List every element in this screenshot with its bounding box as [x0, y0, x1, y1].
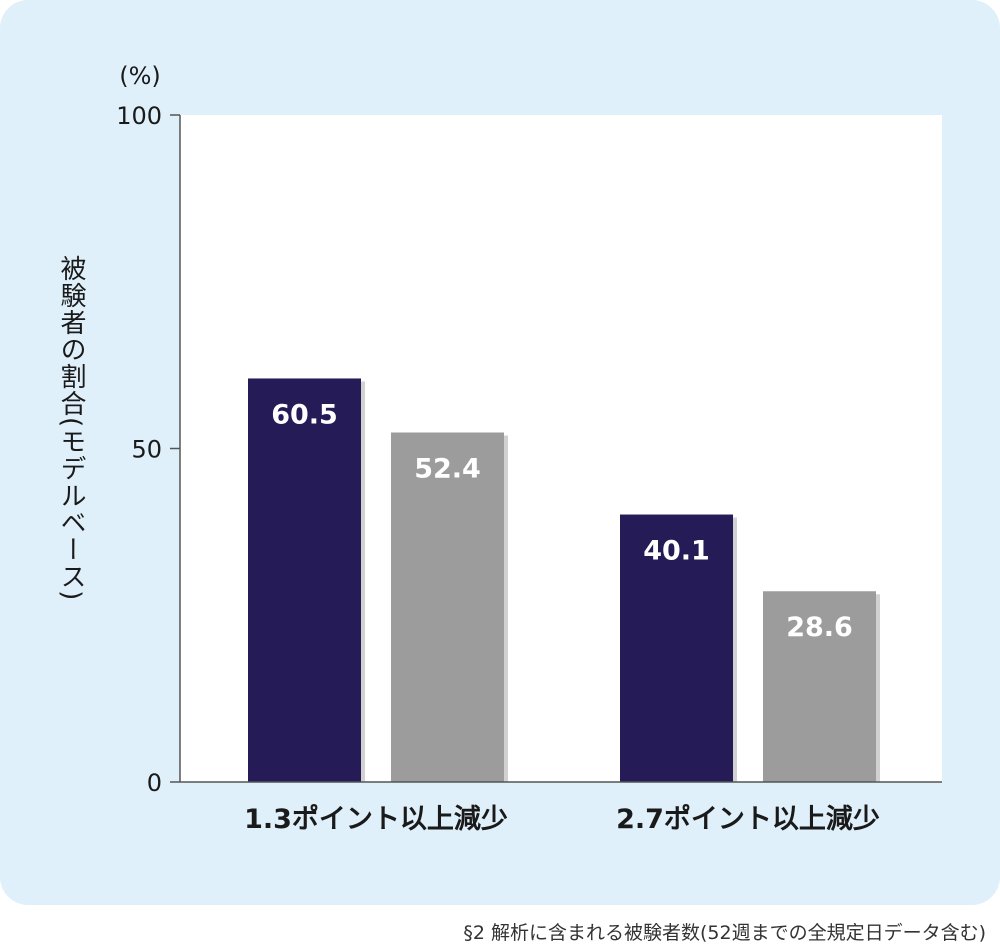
- y-axis-unit-label: (%): [119, 62, 161, 90]
- bar-value-label: 52.4: [414, 453, 481, 484]
- y-tick-label: 0: [147, 769, 162, 797]
- y-tick-label: 50: [131, 436, 162, 464]
- footnote: §2 解析に含まれる被験者数(52週までの全規定日データ含む): [463, 922, 986, 944]
- x-category-label: 1.3ポイント以上減少: [244, 804, 508, 835]
- bar-value-label: 28.6: [786, 612, 853, 643]
- bar-chart: 0 50 100 (%) 1.3ポイント以上減少 60.5 52.4 2.7ポイント以上減…: [116, 62, 942, 835]
- bar: [391, 432, 504, 782]
- bar: [620, 514, 733, 782]
- bar-value-label: 40.1: [643, 536, 710, 567]
- y-tick-label: 100: [116, 102, 162, 130]
- bar: [248, 378, 361, 782]
- bar: [763, 591, 876, 782]
- bar-value-label: 60.5: [271, 399, 338, 430]
- y-axis-title: 被験者の割合(モデルベース): [56, 255, 86, 602]
- x-category-label: 2.7ポイント以上減少: [616, 804, 880, 835]
